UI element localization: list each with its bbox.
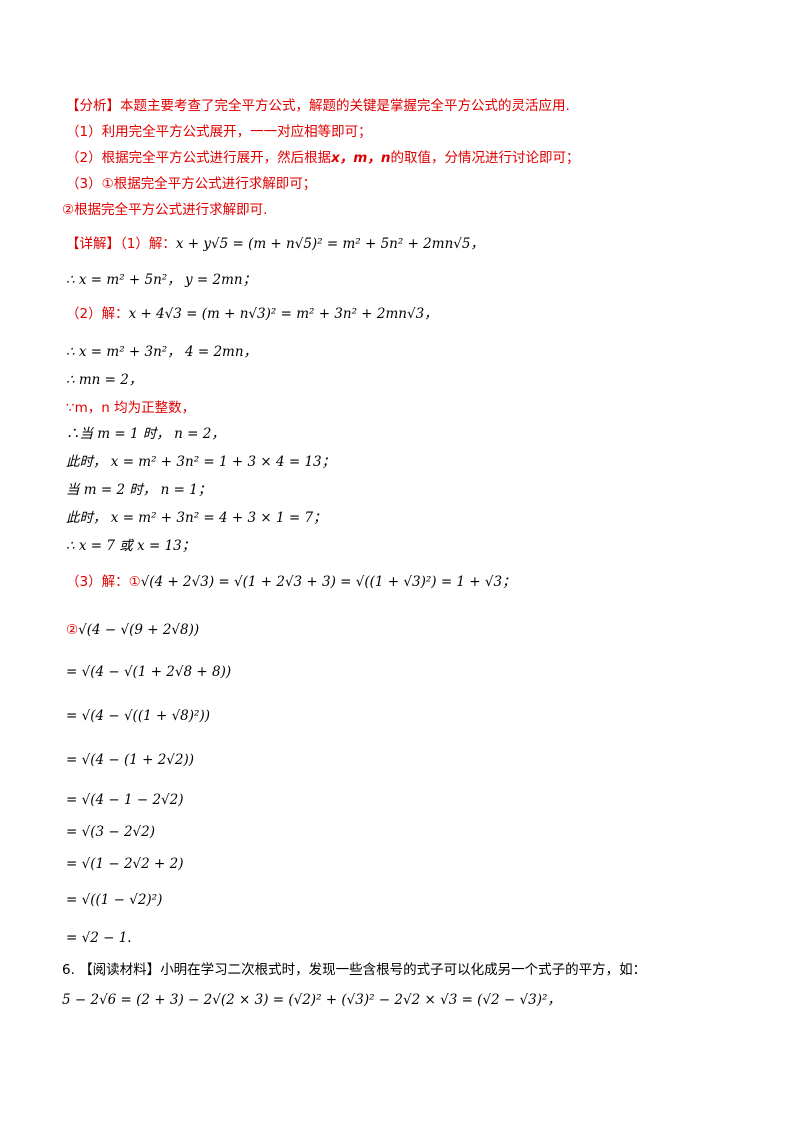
problem-6-heading: 【阅读材料】 [79,962,161,978]
part-2-answer: ∴ x = 7 或 x = 13； [66,538,196,554]
problem-6-equation: 5 − 2√6 = (2 + 3) − 2√(2 × 3) = (√2)² + … [62,992,561,1008]
part-3-b-step-4: = √(4 − 1 − 2√2) [66,792,184,808]
part-2-label: （2）解： [66,306,129,322]
part-3-b-step-7: = √((1 − √2)²) [66,892,163,908]
part-1-result: ∴ x = m² + 5n²， y = 2mn； [66,272,257,288]
analysis-step-2-suffix: 的取值，分情况进行讨论即可； [390,150,580,166]
analysis-step-2-vars: x，m，n [331,150,391,166]
detail-part-2: （2）解：x + 4√3 = (m + n√3)² = m² + 3n² + 2… [66,304,438,324]
part-3-b-step-8: = √2 − 1. [66,930,132,946]
part-3-b-first: ②√(4 − √(9 + 2√8)) [66,620,199,640]
part-3-b-label: ② [66,622,79,638]
part-3-b-step-1: = √(4 − √(1 + 2√8 + 8)) [66,664,232,680]
analysis-intro: 本题主要考查了完全平方公式，解题的关键是掌握完全平方公式的灵活应用. [120,98,570,114]
part-2-equation: x + 4√3 = (m + n√3)² = m² + 3n² + 2mn√3， [128,306,438,322]
part-2-case-2-value: 此时， x = m² + 3n² = 4 + 3 × 1 = 7； [66,510,327,526]
analysis-step-4: ②根据完全平方公式进行求解即可. [62,202,268,218]
part-2-mn: ∴ mn = 2， [66,372,143,388]
part-3-b-step-5: = √(3 − 2√2) [66,824,156,840]
part-2-case-2: 当 m = 2 时， n = 1； [66,482,212,498]
analysis-step-3: （3）①根据完全平方公式进行求解即可； [66,176,317,192]
part-3-equation: √(4 + 2√3) = √(1 + 2√3 + 3) = √((1 + √3)… [140,574,516,590]
detail-heading: 【详解】 [66,236,120,252]
part-3-b-step-3: = √(4 − (1 + 2√2)) [66,752,195,768]
part-2-integer-note: ∵m，n 均为正整数， [66,400,196,416]
problem-6-intro: 6. 【阅读材料】小明在学习二次根式时，发现一些含根号的式子可以化成另一个式子的… [62,960,646,980]
part-2-case-1-value: 此时， x = m² + 3n² = 1 + 3 × 4 = 13； [66,454,336,470]
detail-part-3: （3）解：①√(4 + 2√3) = √(1 + 2√3 + 3) = √((1… [66,572,516,592]
analysis-step-2-prefix: （2）根据完全平方公式进行展开，然后根据 [66,150,332,166]
part-3-b-step-2: = √(4 − √((1 + √8)²)) [66,708,210,724]
part-2-case-1: ∴当 m = 1 时， n = 2， [66,426,225,442]
part-3-b-step-0: √(4 − √(9 + 2√8)) [78,622,200,638]
analysis-heading: 【分析】 [66,98,120,114]
part-1-equation: x + y√5 = (m + n√5)² = m² + 5n² + 2mn√5， [175,236,484,252]
part-3-b-step-6: = √(1 − 2√2 + 2) [66,856,184,872]
analysis-step-2: （2）根据完全平方公式进行展开，然后根据x，m，n的取值，分情况进行讨论即可； [66,148,579,168]
part-3-label: （3）解：① [66,574,141,590]
part-2-result: ∴ x = m² + 3n²， 4 = 2mn， [66,344,258,360]
part-1-label: （1）解： [120,236,176,252]
problem-6-number: 6. [62,962,75,978]
analysis-intro-line: 【分析】本题主要考查了完全平方公式，解题的关键是掌握完全平方公式的灵活应用. [66,96,570,116]
analysis-step-1: （1）利用完全平方公式展开，一一对应相等即可； [66,124,372,140]
problem-6-text: 小明在学习二次根式时，发现一些含根号的式子可以化成另一个式子的平方，如： [160,962,647,978]
detail-part-1: 【详解】（1）解：x + y√5 = (m + n√5)² = m² + 5n²… [66,234,484,254]
